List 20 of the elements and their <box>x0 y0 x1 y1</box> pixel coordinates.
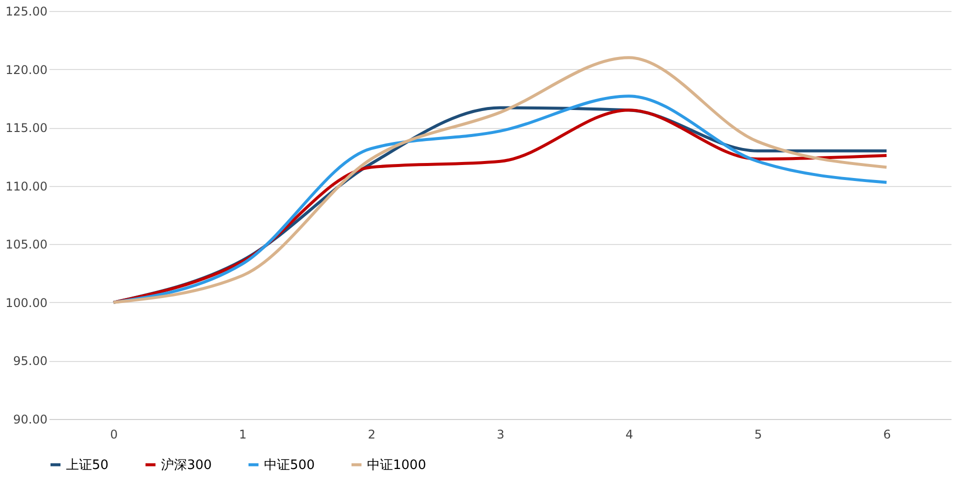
y-tick-label: 120.00 <box>6 62 48 77</box>
x-tick-label: 6 <box>883 428 891 442</box>
x-tick-label: 0 <box>110 428 118 442</box>
y-tick-label: 95.00 <box>13 354 48 368</box>
legend-label: 中证500 <box>264 458 315 473</box>
legend-label: 上证50 <box>66 458 109 473</box>
y-tick-label: 110.00 <box>6 179 48 194</box>
legend-label: 沪深300 <box>161 456 212 473</box>
x-tick-label: 5 <box>754 428 762 442</box>
y-tick-label: 115.00 <box>6 121 48 136</box>
x-tick-label: 4 <box>626 428 634 442</box>
y-tick-label: 100.00 <box>6 296 48 310</box>
y-tick-label: 90.00 <box>13 412 48 426</box>
x-tick-label: 1 <box>238 428 247 442</box>
x-tick-label: 2 <box>368 428 376 442</box>
y-tick-label: 105.00 <box>6 238 48 252</box>
y-tick-label: 125.00 <box>6 4 48 18</box>
line-series <box>112 56 888 304</box>
x-tick-label: 3 <box>496 428 504 442</box>
legend-label: 中证1000 <box>367 458 426 473</box>
